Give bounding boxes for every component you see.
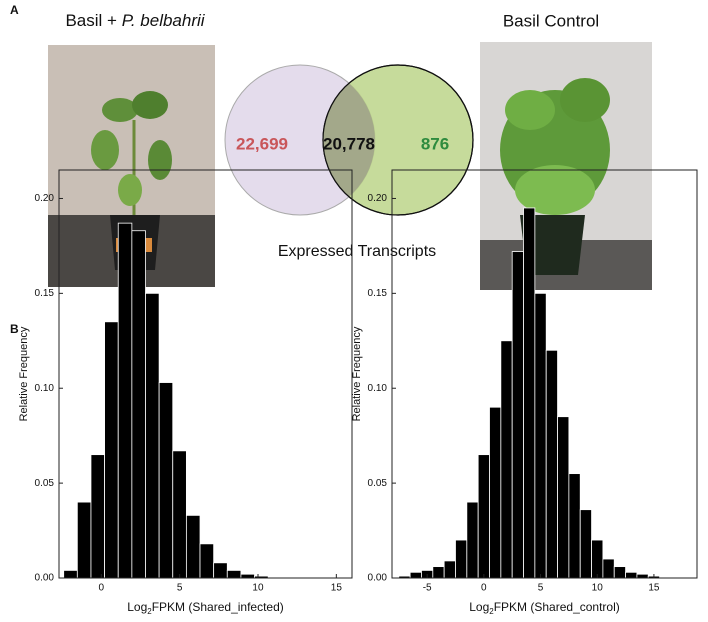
- x-axis-label: Log2FPKM (Shared_control): [469, 600, 620, 616]
- bar: [90, 454, 105, 579]
- bar: [63, 570, 78, 579]
- bar: [172, 450, 187, 579]
- bar: [613, 566, 626, 579]
- y-tick-label: 0.10: [368, 383, 388, 394]
- photo-control: [480, 42, 652, 290]
- bar: [131, 230, 146, 579]
- x-label-rest: FPKM (Shared_control): [494, 600, 620, 614]
- x-tick-label: 10: [592, 583, 604, 594]
- x-label-base: Log: [127, 600, 147, 614]
- bar: [145, 292, 160, 579]
- y-tick-label: 0.05: [35, 478, 55, 489]
- bar: [625, 571, 638, 579]
- bar: [489, 406, 502, 579]
- y-tick-label: 0.10: [35, 383, 55, 394]
- x-label-sub: 2: [147, 607, 152, 616]
- x-tick-label: 5: [177, 583, 183, 594]
- bar: [443, 560, 456, 579]
- y-tick-label: 0.20: [368, 193, 388, 204]
- x-tick-label: 5: [538, 583, 544, 594]
- bar: [158, 382, 174, 579]
- venn-shared-count: 20,778: [323, 134, 375, 153]
- bar: [117, 222, 133, 579]
- y-tick-label: 0.15: [35, 288, 55, 299]
- bar: [591, 539, 604, 579]
- y-axis-label: Relative Frequency: [351, 326, 363, 421]
- bar: [579, 509, 592, 579]
- venn-right-count: 876: [421, 134, 449, 153]
- x-tick-label: 10: [252, 583, 264, 594]
- x-tick-label: 0: [99, 583, 105, 594]
- x-tick-label: -5: [423, 583, 432, 594]
- bar: [523, 207, 536, 579]
- axis-frame: [391, 169, 698, 579]
- bar: [240, 573, 255, 579]
- bar: [432, 566, 445, 579]
- x-label-sub: 2: [489, 607, 494, 616]
- bar: [409, 571, 422, 579]
- y-tick-label: 0.00: [35, 573, 55, 584]
- y-axis-label: Relative Frequency: [18, 326, 30, 421]
- caption-italic: P. belbahrii: [122, 11, 206, 30]
- panel-label: A: [10, 3, 19, 17]
- bar: [477, 454, 490, 579]
- x-tick-label: 15: [648, 583, 660, 594]
- bar: [185, 514, 201, 579]
- venn-left-count: 22,699: [236, 134, 288, 153]
- bar: [226, 570, 242, 579]
- panel-label: B: [10, 322, 19, 336]
- bar: [76, 501, 92, 579]
- right-caption: Basil Control: [503, 11, 599, 30]
- x-tick-label: 15: [331, 583, 343, 594]
- bar: [199, 543, 215, 579]
- venn-caption: Expressed Transcripts: [278, 243, 436, 260]
- caption-plain: Basil +: [65, 11, 121, 30]
- bar: [602, 558, 615, 579]
- x-label-rest: FPKM (Shared_infected): [152, 600, 284, 614]
- y-tick-label: 0.05: [368, 478, 388, 489]
- bar: [557, 416, 570, 579]
- bar: [511, 251, 524, 579]
- bar: [213, 562, 228, 579]
- bar: [568, 473, 581, 579]
- x-tick-label: 0: [481, 583, 487, 594]
- bar: [545, 349, 558, 579]
- bar: [455, 539, 468, 579]
- bar: [500, 340, 513, 579]
- venn-overlap: [323, 65, 375, 215]
- y-tick-label: 0.00: [368, 573, 388, 584]
- y-tick-label: 0.20: [35, 193, 55, 204]
- bar: [636, 573, 649, 579]
- bar: [534, 292, 547, 579]
- left-caption: Basil + P. belbahrii: [65, 11, 205, 30]
- x-axis-label: Log2FPKM (Shared_infected): [127, 600, 284, 616]
- bar: [104, 321, 119, 579]
- y-tick-label: 0.15: [368, 288, 388, 299]
- x-label-base: Log: [469, 600, 489, 614]
- bar: [466, 501, 479, 579]
- axis-frame: [58, 169, 353, 579]
